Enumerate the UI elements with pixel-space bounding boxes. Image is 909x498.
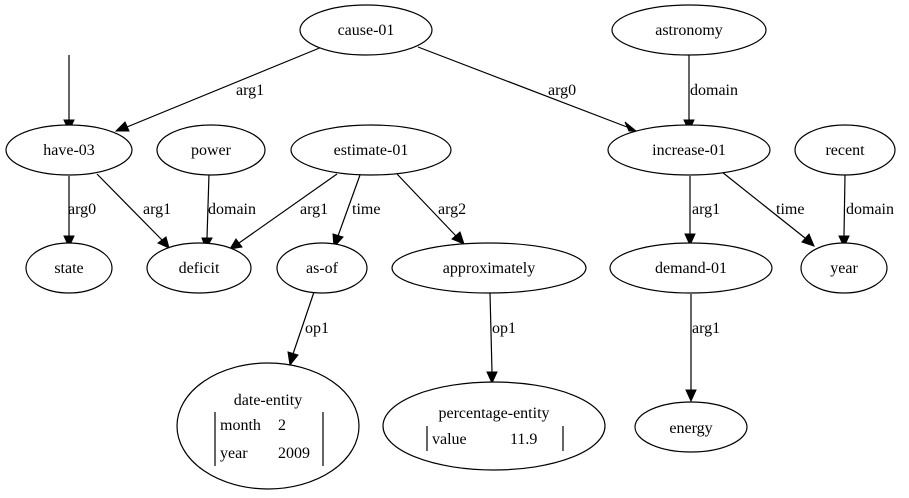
date-entity-value-year: 2009: [278, 445, 310, 462]
date-entity-key-month: month: [220, 417, 261, 434]
edge-estimate-asof: time: [332, 174, 380, 249]
node-recent: recent: [794, 124, 896, 176]
node-label-have: have-03: [43, 142, 95, 159]
node-label-asof: as-of: [306, 260, 339, 277]
node-label-year: year: [830, 260, 858, 277]
node-label-demand: demand-01: [655, 260, 727, 277]
node-label-energy: energy: [669, 420, 712, 437]
percentage-entity-value-value: 11.9: [510, 431, 537, 448]
node-label-deficit: deficit: [179, 260, 220, 277]
node-label-percentage-entity: percentage-entity: [438, 405, 549, 422]
node-asof: as-of: [276, 242, 368, 294]
edge-asof-date: op1: [287, 291, 329, 367]
node-demand: demand-01: [609, 242, 773, 294]
edge-label-estimate-approximately: arg2: [438, 201, 466, 218]
edge-cause-increase: arg0: [417, 46, 638, 132]
node-label-estimate: estimate-01: [334, 142, 409, 159]
edge-cause-have: arg1: [114, 46, 323, 132]
node-label-recent: recent: [825, 142, 865, 159]
edge-label-have-state: arg0: [68, 201, 96, 218]
edge-label-power-deficit: domain: [208, 201, 256, 218]
node-power: power: [156, 124, 266, 176]
node-date-entity: date-entity month 2 year 2009: [176, 362, 360, 490]
node-energy: energy: [634, 401, 748, 453]
node-label-cause: cause-01: [338, 22, 395, 39]
node-state: state: [25, 242, 113, 294]
edge-power-deficit: domain: [201, 173, 256, 251]
node-label-approximately: approximately: [443, 260, 535, 277]
node-estimate: estimate-01: [290, 124, 452, 176]
edge-increase-year: time: [721, 171, 815, 247]
edge-label-demand-energy: arg1: [692, 320, 720, 337]
node-label-increase: increase-01: [652, 142, 726, 159]
edge-label-recent-year: domain: [846, 201, 894, 218]
node-deficit: deficit: [146, 242, 252, 294]
node-label-state: state: [54, 260, 83, 277]
node-cause: cause-01: [299, 4, 433, 56]
node-astronomy: astronomy: [611, 4, 767, 56]
edge-label-cause-have: arg1: [236, 82, 264, 99]
edge-label-asof-date: op1: [305, 320, 329, 337]
node-year: year: [800, 242, 888, 294]
edge-label-astronomy-increase: domain: [690, 82, 738, 99]
edge-approximately-percentage: op1: [486, 292, 516, 385]
node-label-astronomy: astronomy: [655, 22, 723, 39]
edge-recent-year: domain: [838, 173, 894, 249]
edge-have-deficit: arg1: [96, 173, 171, 249]
node-increase: increase-01: [607, 124, 771, 176]
percentage-entity-key-value: value: [432, 431, 467, 448]
edge-label-estimate-deficit: arg1: [300, 201, 328, 218]
node-label-date-entity: date-entity: [234, 392, 302, 409]
edge-estimate-deficit: arg1: [229, 173, 338, 250]
node-have: have-03: [5, 124, 133, 176]
edge-demand-energy: arg1: [685, 294, 720, 403]
edge-label-cause-increase: arg0: [548, 82, 576, 99]
node-approximately: approximately: [391, 242, 587, 294]
edge-label-estimate-asof: time: [352, 201, 380, 218]
edge-astronomy-increase: domain: [683, 55, 738, 133]
edge-label-increase-demand: arg1: [692, 201, 720, 218]
node-label-power: power: [191, 142, 232, 159]
edge-label-approximately-percentage: op1: [492, 320, 516, 337]
date-entity-value-month: 2: [278, 417, 286, 434]
edge-have-state: arg0: [63, 176, 96, 249]
node-percentage-entity: percentage-entity value 11.9: [382, 381, 606, 471]
edge-label-have-deficit: arg1: [143, 201, 171, 218]
edge-increase-demand: arg1: [684, 176, 720, 247]
edge-estimate-approximately: arg2: [396, 173, 466, 245]
edge-label-increase-year: time: [776, 201, 804, 218]
date-entity-key-year: year: [220, 445, 248, 462]
edge-root-have: [63, 55, 75, 133]
